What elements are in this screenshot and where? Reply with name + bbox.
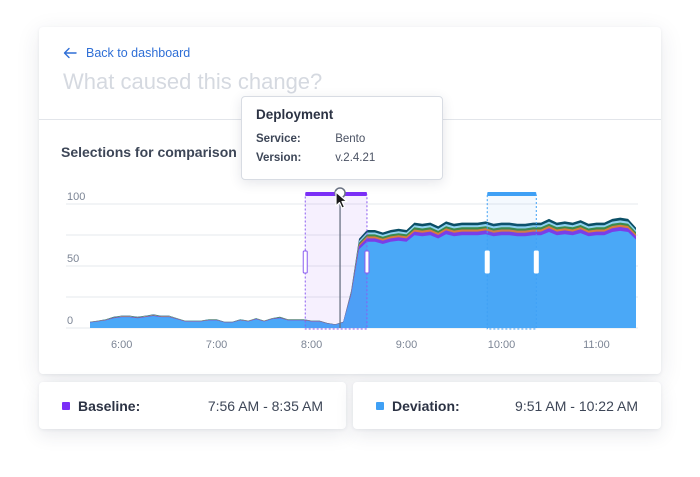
arrow-left-icon	[63, 47, 77, 59]
deviation-time-range: 9:51 AM - 10:22 AM	[515, 398, 638, 414]
deviation-label-text: Deviation:	[392, 398, 460, 414]
x-tick-label: 9:00	[396, 339, 417, 351]
baseline-window-handle	[364, 250, 370, 274]
tooltip-value: Bento	[335, 133, 366, 145]
deviation-label: Deviation:	[376, 398, 460, 414]
tooltip-key: Version:	[256, 152, 302, 164]
deviation-color-swatch	[376, 402, 384, 410]
deviation-window	[486, 194, 537, 330]
baseline-window	[304, 194, 368, 330]
tooltip-title: Deployment	[256, 107, 334, 122]
mouse-pointer-icon	[335, 191, 348, 209]
page-title: What caused this change?	[63, 69, 323, 94]
x-tick-label: 10:00	[488, 339, 516, 351]
deviation-window-handle	[533, 250, 539, 274]
tooltip-key: Service:	[256, 133, 301, 145]
y-tick-label: 50	[67, 253, 79, 265]
deviation-card[interactable]: Deviation: 9:51 AM - 10:22 AM	[353, 382, 661, 429]
baseline-label: Baseline:	[62, 398, 140, 414]
baseline-color-swatch	[62, 402, 70, 410]
baseline-time-range: 7:56 AM - 8:35 AM	[207, 398, 323, 414]
back-to-dashboard-link[interactable]: Back to dashboard	[63, 46, 190, 60]
x-tick-label: 8:00	[301, 339, 322, 351]
baseline-label-text: Baseline:	[78, 398, 141, 414]
deviation-window-bar	[487, 192, 537, 196]
section-title: Selections for comparison	[61, 144, 237, 160]
tooltip-value: v.2.4.21	[335, 152, 376, 164]
baseline-card[interactable]: Baseline: 7:56 AM - 8:35 AM	[39, 382, 346, 429]
y-tick-label: 100	[67, 191, 85, 203]
x-tick-label: 6:00	[111, 339, 132, 351]
baseline-window-handle	[302, 250, 308, 274]
tooltip-row-service: Service: Bento	[256, 133, 365, 145]
tooltip-row-version: Version: v.2.4.21	[256, 152, 375, 164]
deployment-tooltip: Deployment Service: Bento Version: v.2.4…	[241, 96, 443, 180]
deviation-window-handle	[484, 250, 490, 274]
back-link-label: Back to dashboard	[86, 46, 191, 60]
series-main-area	[90, 230, 636, 328]
x-tick-label: 11:00	[583, 339, 610, 351]
x-tick-label: 7:00	[206, 339, 227, 351]
y-tick-label: 0	[67, 315, 73, 327]
